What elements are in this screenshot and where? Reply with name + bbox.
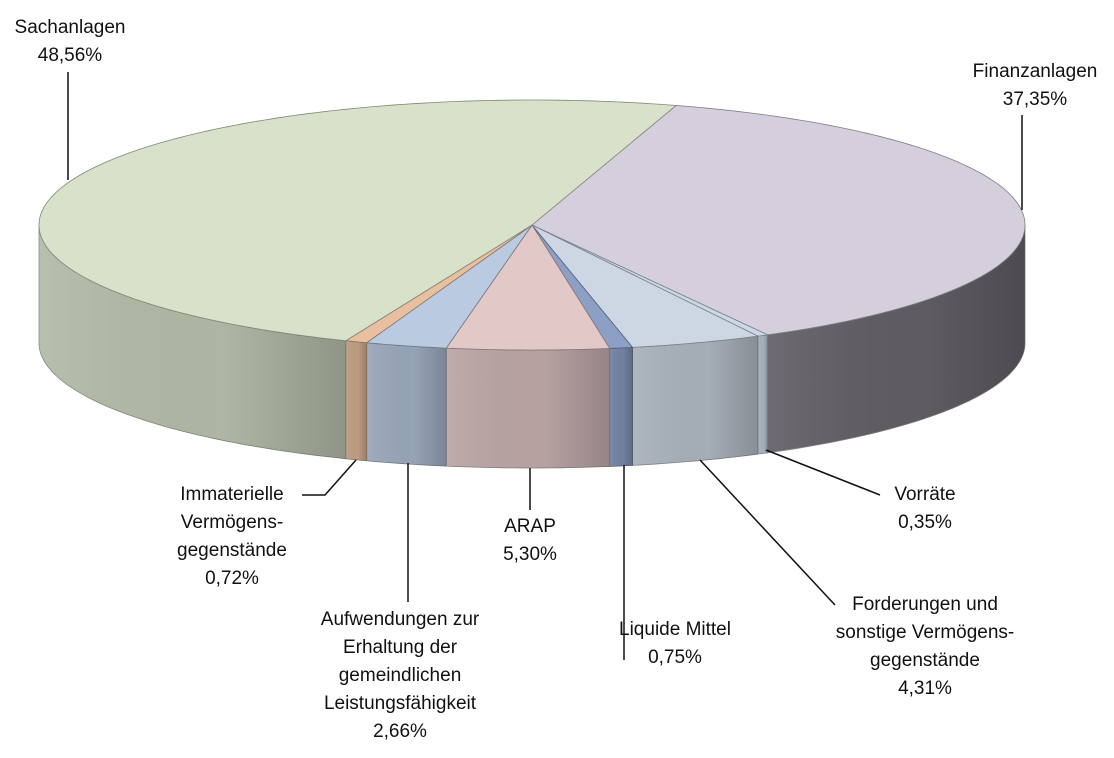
slice-side-shade <box>632 336 758 466</box>
value-label: 0,72% <box>205 568 259 589</box>
value-label: 2,66% <box>373 721 427 742</box>
slice-label: Immaterielle Vermögens-gegenstände <box>177 484 287 561</box>
value-label: 0,75% <box>648 647 702 668</box>
value-label: 0,35% <box>898 512 952 533</box>
slice-label: Liquide Mittel <box>619 619 731 640</box>
value-label: 4,31% <box>898 678 952 699</box>
value-label: 5,30% <box>503 544 557 565</box>
slice <box>445 224 611 351</box>
value-label: 48,56% <box>38 45 103 66</box>
slice-label: Vorräte <box>894 484 955 505</box>
slice-side-shade <box>366 342 447 467</box>
leader-line <box>302 459 357 496</box>
slice-side-shade <box>446 348 610 468</box>
value-label: 37,35% <box>1003 89 1068 110</box>
slice-label: Forderungen und sonstige Vermögens-gegens… <box>836 594 1015 671</box>
slice-side-shade <box>39 225 346 459</box>
slice <box>531 224 760 348</box>
slice <box>365 224 533 349</box>
slice-label: Sachanlagen <box>15 17 126 38</box>
leader-line <box>699 459 836 606</box>
leader-line <box>765 449 881 496</box>
slice-label: Aufwendungen zur Erhaltung der gemeindlich… <box>321 609 480 714</box>
slice <box>38 99 678 342</box>
slice <box>531 105 1026 336</box>
slice-side-shade <box>757 334 768 455</box>
slice-side-shade <box>345 340 367 461</box>
slice-side-shade <box>767 225 1025 453</box>
slice-label: ARAP <box>504 516 556 537</box>
slice-side-shade <box>609 347 633 467</box>
slice-label: Finanzanlagen <box>973 61 1098 82</box>
